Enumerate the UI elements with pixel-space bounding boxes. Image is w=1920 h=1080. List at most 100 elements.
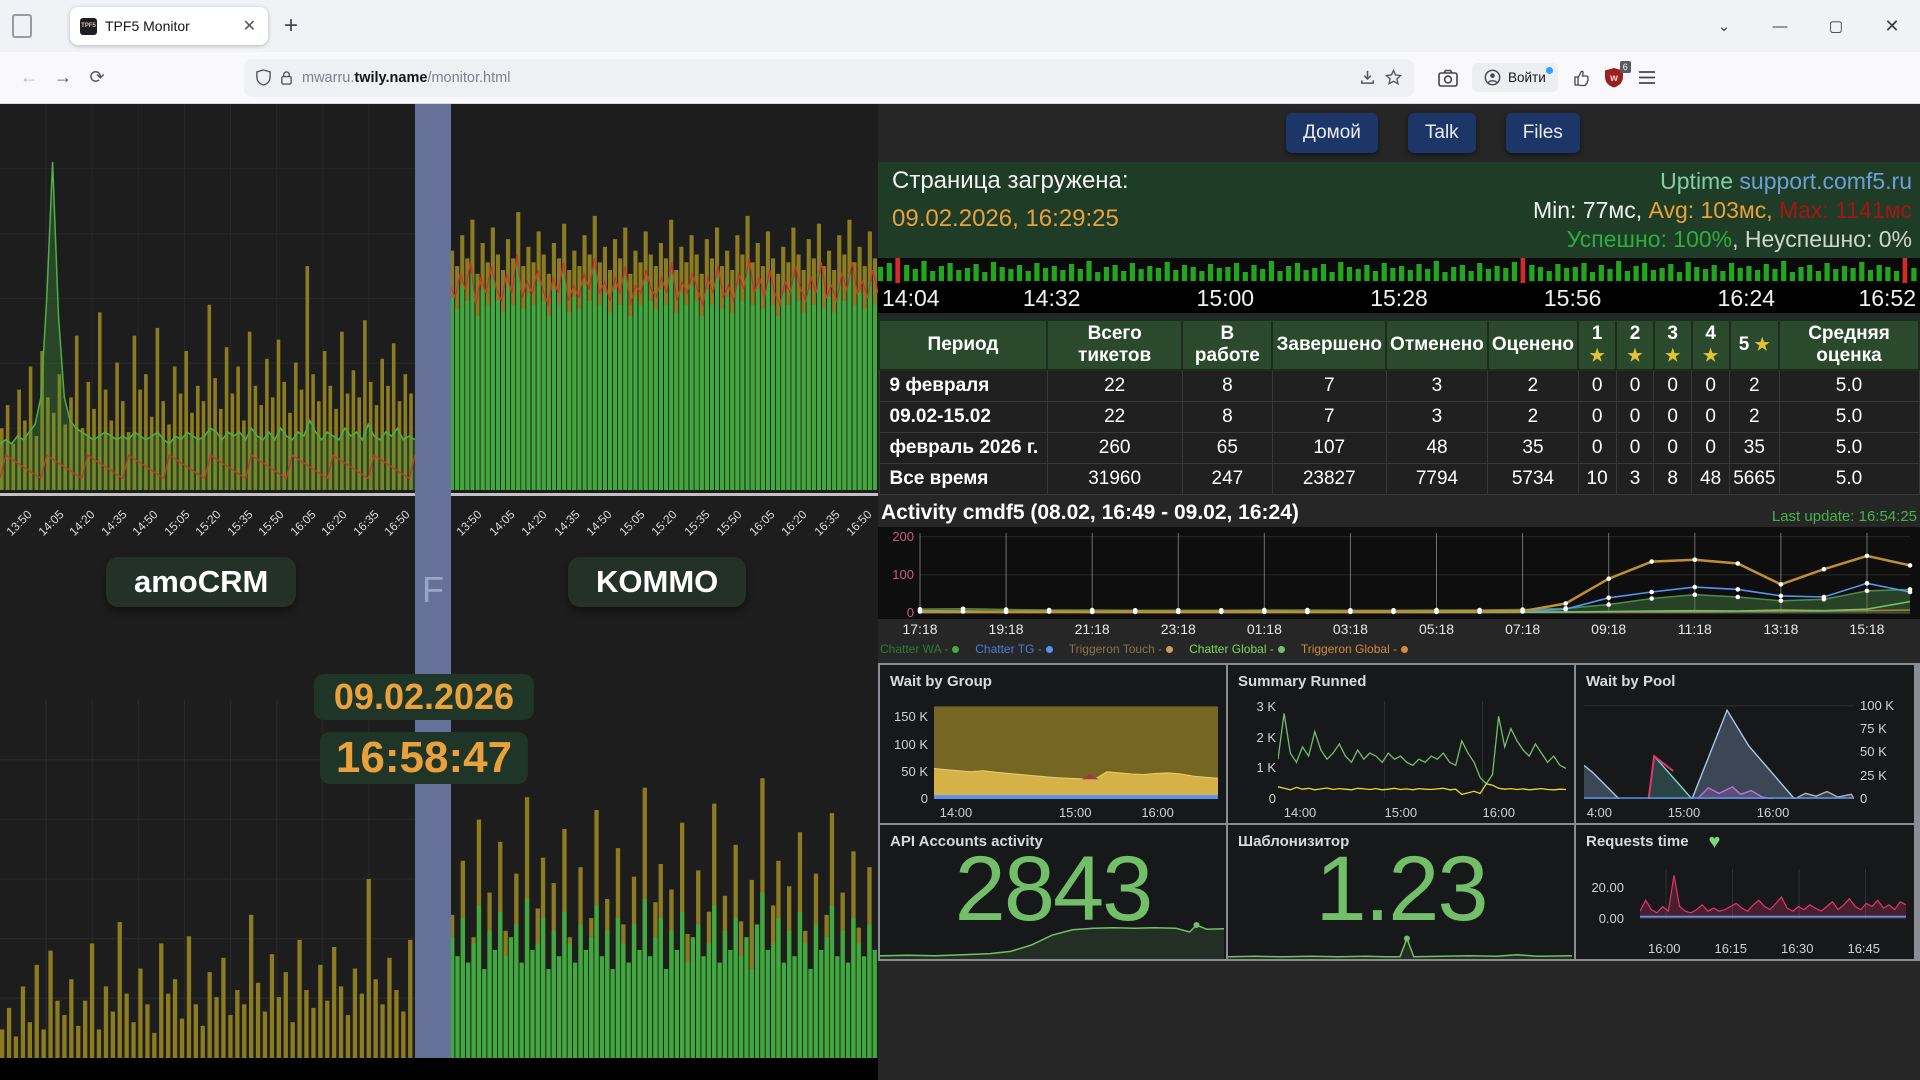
status-panel: Страница загружена: 09.02.2026, 16:29:25…: [878, 162, 1920, 258]
activity-x-tick: 17:18: [902, 621, 938, 637]
adblock-shield-icon[interactable]: w 6: [1604, 61, 1631, 88]
uptime-avg: Avg: 103мс,: [1648, 197, 1779, 223]
uptime-label: Uptime: [1660, 168, 1740, 194]
panel-requests-time: Requests time ♥ 20.00 0.00 16:00 16:15 16:30 1…: [1576, 825, 1914, 959]
table-cell: 8: [1653, 463, 1693, 495]
uptime-host-link[interactable]: support.comf5.ru: [1739, 168, 1912, 194]
axis-tick-label: 15:35: [680, 507, 713, 539]
y-axis-label: 0: [1268, 791, 1276, 806]
y-axis-label: 50 K: [1860, 744, 1887, 760]
y-axis-label: 150 K: [894, 709, 928, 725]
back-icon[interactable]: ←: [20, 67, 38, 87]
x-axis-label: 16:45: [1847, 941, 1881, 956]
table-row: 09.02-15.02 22 8 7 3 2 0 0 0 0 2 5.0: [878, 401, 1920, 433]
browser-tab[interactable]: TPF5 TPF5 Monitor ✕: [70, 7, 268, 45]
window-controls: ⌄ — ▢ ✕: [1696, 0, 1920, 52]
download-icon[interactable]: [1359, 69, 1376, 86]
table-cell: 0: [1615, 401, 1655, 433]
activity-x-tick: 01:18: [1246, 621, 1282, 637]
amocrm-x-axis: 13:50 14:05 14:20 14:35 14:50 15:05 15:20 15:35…: [0, 493, 415, 545]
shield-icon[interactable]: [256, 69, 271, 86]
timeline-axis: 14:04 14:32 15:00 15:28 15:56 16:24 16:52: [878, 283, 1920, 313]
tab-close-icon[interactable]: ✕: [242, 18, 256, 35]
screenshot-camera-icon[interactable]: [1438, 69, 1458, 87]
tab-list-chevron-icon[interactable]: ⌄: [1717, 18, 1731, 35]
y-axis-label: 50 K: [901, 763, 928, 779]
activity-x-tick: 05:18: [1418, 621, 1455, 637]
kommo-top-chart: [450, 212, 878, 491]
activity-x-tick: 21:18: [1074, 621, 1110, 637]
table-cell: 0: [1653, 401, 1693, 433]
datetime-block: 09.02.2026 16:58:47: [313, 674, 535, 784]
nav-files-button[interactable]: Files: [1505, 113, 1580, 153]
table-cell: 247: [1181, 463, 1273, 495]
panel-divider[interactable]: F: [415, 104, 451, 1058]
table-header-cell: Средняя оценка: [1778, 319, 1920, 371]
table-cell: 2: [1487, 401, 1579, 433]
signin-button[interactable]: Войти: [1472, 63, 1558, 92]
current-date: 09.02.2026: [313, 674, 535, 720]
lock-icon[interactable]: [280, 70, 293, 86]
svg-text:0: 0: [907, 605, 914, 619]
axis-tick-label: 14:05: [485, 507, 518, 539]
table-cell: 0: [1653, 369, 1693, 402]
bookmark-star-icon[interactable]: [1385, 69, 1402, 86]
signin-label: Войти: [1508, 70, 1546, 85]
time-tick: 15:28: [1370, 285, 1428, 311]
heart-icon: ♥: [1708, 830, 1721, 853]
table-cell: 9 февраля: [878, 369, 1048, 402]
panel-wait-by-group: Wait by Group 150 K 100 K 50 K 0 14:00 15:00 1…: [880, 665, 1226, 823]
adblock-badge: 6: [1619, 61, 1631, 73]
amocrm-top-chart: [0, 104, 415, 493]
panel-summary-runned: Summary Runned 3 K 2 K 1 K 0 14:00 15:00 16:00: [1228, 665, 1574, 823]
browser-chrome: TPF5 TPF5 Monitor ✕ + ⌄ — ▢ ✕ ← → ⟳ mwar…: [0, 0, 1920, 104]
y-axis-label: 20.00: [1591, 879, 1624, 895]
time-tick: 15:00: [1196, 285, 1255, 311]
kommo-x-axis: 13:50 14:05 14:20 14:35 14:50 15:05 15:20 15:35…: [450, 493, 878, 545]
table-cell: 22: [1046, 369, 1183, 402]
nav-talk-button[interactable]: Talk: [1407, 113, 1476, 153]
x-axis-label: 4:00: [1586, 805, 1612, 820]
table-cell: 48: [1385, 432, 1489, 464]
axis-tick-label: 13:50: [3, 507, 35, 539]
url-text: mwarru.twily.name/monitor.html: [302, 69, 511, 86]
axis-tick-label: 15:50: [255, 507, 287, 539]
maximize-button[interactable]: ▢: [1828, 18, 1844, 35]
reload-icon[interactable]: ⟳: [89, 67, 105, 87]
table-cell: 3: [1615, 463, 1655, 495]
close-button[interactable]: ✕: [1884, 15, 1900, 36]
axis-tick-label: 15:20: [648, 507, 680, 539]
x-axis-label: 14:00: [1283, 805, 1317, 820]
nav-home-button[interactable]: Домой: [1286, 113, 1378, 153]
tickets-table: Период Всего тикетов В работе Завершено Отме…: [878, 319, 1920, 495]
x-axis-label: 16:00: [1482, 805, 1516, 820]
page-loaded-block: Страница загружена: 09.02.2026, 16:29:25: [892, 167, 1129, 253]
axis-tick-label: 16:35: [810, 507, 843, 539]
browser-toolbar: ← → ⟳ mwarru.twily.name/monitor.html: [0, 52, 1920, 104]
svg-text:200: 200: [892, 529, 914, 544]
x-axis-label: 16:00: [1756, 805, 1790, 820]
panel-title: Wait by Pool: [1586, 673, 1676, 690]
table-cell: 0: [1577, 432, 1617, 464]
table-header-cell: В работе: [1181, 319, 1274, 371]
uptime-max: Max: 1141мс: [1778, 197, 1912, 223]
divider-letter: F: [422, 569, 444, 610]
table-header-cell: Завершено: [1271, 319, 1388, 371]
axis-tick-label: 15:35: [223, 507, 256, 539]
menu-hamburger-icon[interactable]: [1638, 70, 1656, 85]
tab-strip: TPF5 TPF5 Monitor ✕ + ⌄ — ▢ ✕: [0, 0, 1920, 52]
uptime-success: Успешно: 100%: [1566, 226, 1733, 252]
forward-icon[interactable]: →: [54, 67, 72, 87]
panel-api-accounts: API Accounts activity 2843: [880, 825, 1226, 959]
address-bar[interactable]: mwarru.twily.name/monitor.html: [244, 58, 1414, 97]
minimize-button[interactable]: —: [1772, 17, 1788, 35]
firefox-view-icon[interactable]: [12, 14, 32, 38]
toolbar-right-icons: Войти w 6: [1438, 61, 1656, 92]
axis-tick-label: 14:20: [518, 507, 550, 539]
new-tab-button[interactable]: +: [284, 12, 299, 39]
legend-item: Chatter TG -: [975, 642, 1053, 656]
extension-thumb-icon[interactable]: [1572, 69, 1590, 87]
table-header-cell: Оценено: [1486, 319, 1580, 371]
activity-x-axis: 17:18 19:18 21:18 23:18 01:18 03:18 05:18 07:18…: [878, 619, 1920, 640]
table-cell: 0: [1615, 432, 1655, 464]
